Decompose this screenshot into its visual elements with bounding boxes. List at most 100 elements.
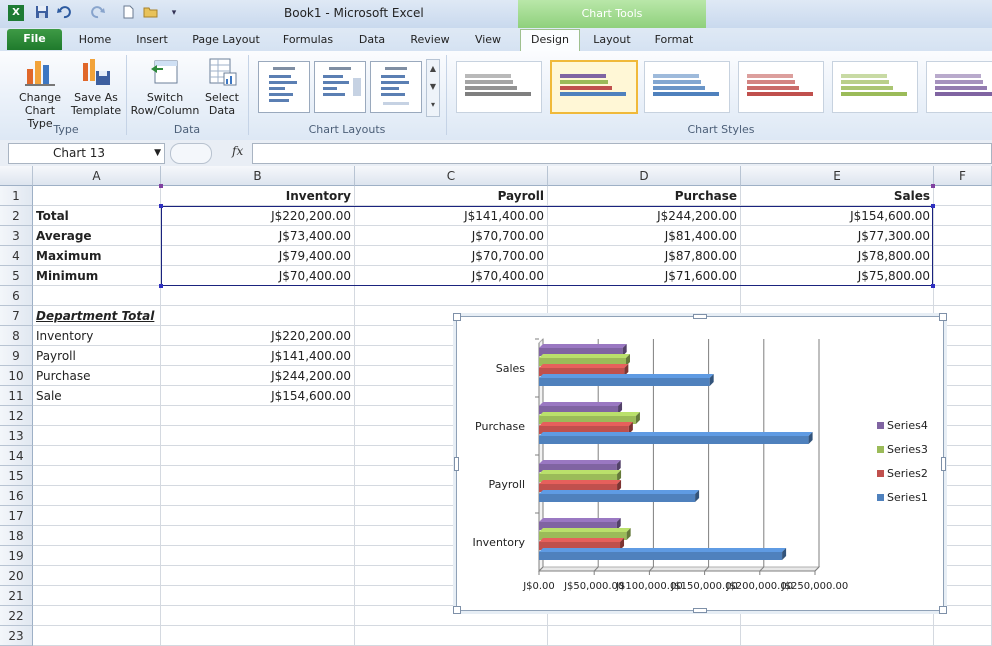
grid-cell[interactable] xyxy=(161,526,355,546)
row-header-9[interactable]: 9 xyxy=(0,346,33,366)
cell-a7[interactable]: Department Total xyxy=(33,306,161,326)
grid-cell[interactable] xyxy=(33,426,161,446)
grid-cell[interactable] xyxy=(33,566,161,586)
chart-layout-1[interactable] xyxy=(258,61,310,113)
cell-b3[interactable]: J$73,400.00 xyxy=(161,226,355,246)
tab-insert[interactable]: Insert xyxy=(136,33,168,46)
range-handle[interactable] xyxy=(931,204,935,208)
cell-d3[interactable]: J$81,400.00 xyxy=(548,226,741,246)
row-header-12[interactable]: 12 xyxy=(0,406,33,426)
grid-cell[interactable] xyxy=(161,426,355,446)
grid-cell[interactable] xyxy=(934,226,992,246)
cell-b4[interactable]: J$79,400.00 xyxy=(161,246,355,266)
grid-cell[interactable] xyxy=(33,546,161,566)
column-header-e[interactable]: E xyxy=(741,166,934,186)
row-header-13[interactable]: 13 xyxy=(0,426,33,446)
new-icon[interactable] xyxy=(120,5,136,21)
chart-layout-3[interactable] xyxy=(370,61,422,113)
row-header-4[interactable]: 4 xyxy=(0,246,33,266)
cell-b2[interactable]: J$220,200.00 xyxy=(161,206,355,226)
grid-cell[interactable] xyxy=(161,546,355,566)
tab-layout[interactable]: Layout xyxy=(593,33,631,46)
chart-style-3[interactable] xyxy=(644,61,730,113)
tab-data[interactable]: Data xyxy=(358,33,386,46)
cell-e1[interactable]: Sales xyxy=(741,186,934,206)
resize-handle[interactable] xyxy=(939,313,947,321)
grid-cell[interactable] xyxy=(548,626,741,646)
row-header-21[interactable]: 21 xyxy=(0,586,33,606)
column-header-d[interactable]: D xyxy=(548,166,741,186)
cell-d1[interactable]: Purchase xyxy=(548,186,741,206)
row-header-22[interactable]: 22 xyxy=(0,606,33,626)
grid-cell[interactable] xyxy=(161,306,355,326)
range-handle[interactable] xyxy=(159,184,163,188)
cell-c5[interactable]: J$70,400.00 xyxy=(355,266,548,286)
row-header-7[interactable]: 7 xyxy=(0,306,33,326)
cell-e2[interactable]: J$154,600.00 xyxy=(741,206,934,226)
row-header-5[interactable]: 5 xyxy=(0,266,33,286)
grid-cell[interactable] xyxy=(161,486,355,506)
cell-c3[interactable]: J$70,700.00 xyxy=(355,226,548,246)
cell-e3[interactable]: J$77,300.00 xyxy=(741,226,934,246)
row-header-23[interactable]: 23 xyxy=(0,626,33,646)
formula-input[interactable] xyxy=(252,143,992,164)
insert-function-icon[interactable]: fx xyxy=(232,144,244,158)
redo-icon[interactable] xyxy=(90,5,106,21)
cell-a9[interactable]: Payroll xyxy=(33,346,161,366)
grid-cell[interactable] xyxy=(33,586,161,606)
grid-cell[interactable] xyxy=(161,586,355,606)
cell-a8[interactable]: Inventory xyxy=(33,326,161,346)
cell-b1[interactable]: Inventory xyxy=(161,186,355,206)
grid-cell[interactable] xyxy=(161,626,355,646)
row-header-17[interactable]: 17 xyxy=(0,506,33,526)
tab-review[interactable]: Review xyxy=(410,33,450,46)
chart-style-5[interactable] xyxy=(832,61,918,113)
grid-cell[interactable] xyxy=(33,626,161,646)
formula-expand-toggle[interactable] xyxy=(170,143,212,164)
grid-cell[interactable] xyxy=(33,186,161,206)
resize-handle[interactable] xyxy=(939,606,947,614)
cell-a11[interactable]: Sale xyxy=(33,386,161,406)
select-data-button[interactable]: Select Data xyxy=(202,55,242,117)
column-header-b[interactable]: B xyxy=(161,166,355,186)
tab-home[interactable]: Home xyxy=(78,33,112,46)
column-header-c[interactable]: C xyxy=(355,166,548,186)
row-header-15[interactable]: 15 xyxy=(0,466,33,486)
resize-handle[interactable] xyxy=(453,606,461,614)
grid-cell[interactable] xyxy=(934,206,992,226)
grid-cell[interactable] xyxy=(161,446,355,466)
grid-cell[interactable] xyxy=(33,606,161,626)
switch-row-column-button[interactable]: Switch Row/Column xyxy=(130,55,200,117)
cell-d2[interactable]: J$244,200.00 xyxy=(548,206,741,226)
range-handle[interactable] xyxy=(159,284,163,288)
row-header-18[interactable]: 18 xyxy=(0,526,33,546)
row-header-11[interactable]: 11 xyxy=(0,386,33,406)
chart-style-6[interactable] xyxy=(926,61,992,113)
save-icon[interactable] xyxy=(34,5,50,21)
open-icon[interactable] xyxy=(143,5,159,21)
select-all-corner[interactable] xyxy=(0,166,33,186)
cell-d4[interactable]: J$87,800.00 xyxy=(548,246,741,266)
cell-a5[interactable]: Minimum xyxy=(33,266,161,286)
undo-icon[interactable] xyxy=(56,5,72,21)
grid-cell[interactable] xyxy=(161,506,355,526)
resize-handle[interactable] xyxy=(693,608,707,613)
chart-layout-2[interactable] xyxy=(314,61,366,113)
row-header-8[interactable]: 8 xyxy=(0,326,33,346)
grid-cell[interactable] xyxy=(934,626,992,646)
embedded-chart[interactable]: J$0.00 J$50,000.00 J$100,000.00 J$150,000.0… xyxy=(453,313,947,614)
chart-style-1[interactable] xyxy=(456,61,542,113)
resize-handle[interactable] xyxy=(941,457,946,471)
grid-cell[interactable] xyxy=(33,466,161,486)
cell-c1[interactable]: Payroll xyxy=(355,186,548,206)
change-chart-type-button[interactable]: Change Chart Type xyxy=(12,55,68,130)
cell-b11[interactable]: J$154,600.00 xyxy=(161,386,355,406)
row-header-6[interactable]: 6 xyxy=(0,286,33,306)
grid-cell[interactable] xyxy=(161,606,355,626)
tab-page-layout[interactable]: Page Layout xyxy=(192,33,260,46)
grid-cell[interactable] xyxy=(741,286,934,306)
grid-cell[interactable] xyxy=(934,186,992,206)
cell-e4[interactable]: J$78,800.00 xyxy=(741,246,934,266)
resize-handle[interactable] xyxy=(693,314,707,319)
resize-handle[interactable] xyxy=(453,313,461,321)
